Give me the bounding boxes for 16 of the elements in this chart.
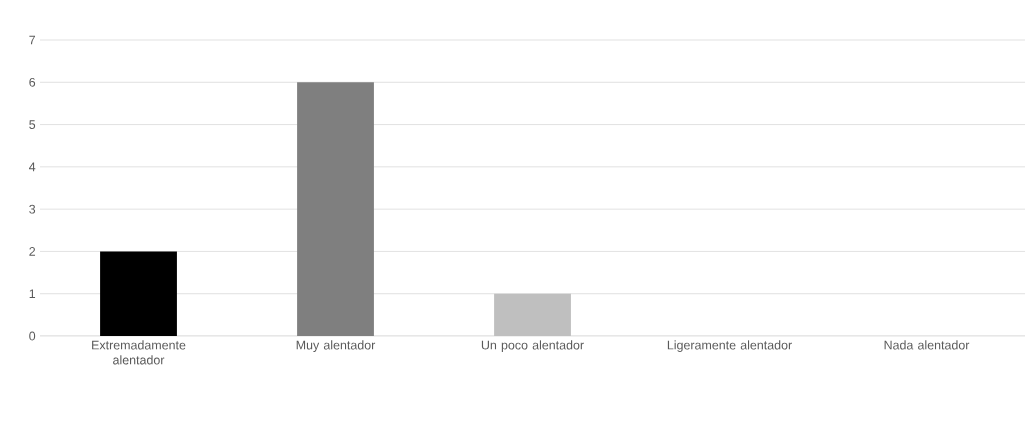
y-tick-label: 2	[29, 247, 36, 256]
x-tick-label: Un poco alentador	[481, 340, 584, 352]
x-tick-label: Muy alentador	[296, 340, 376, 352]
bar	[494, 293, 571, 336]
bar	[100, 251, 177, 336]
y-tick-label: 5	[29, 120, 36, 129]
y-tick-label: 6	[29, 77, 36, 87]
bar	[297, 82, 374, 336]
x-tick-label: Nada alentador	[884, 340, 970, 350]
x-tick-label: Ligeramente alentador	[667, 340, 792, 352]
y-tick-label: 1	[29, 289, 36, 298]
y-tick-label: 0	[29, 331, 36, 341]
y-tick-label: 4	[29, 162, 36, 172]
x-tick-label: Extremadamente alentador	[92, 340, 186, 365]
y-tick-label: 3	[29, 204, 36, 214]
y-tick-label: 7	[29, 35, 36, 45]
